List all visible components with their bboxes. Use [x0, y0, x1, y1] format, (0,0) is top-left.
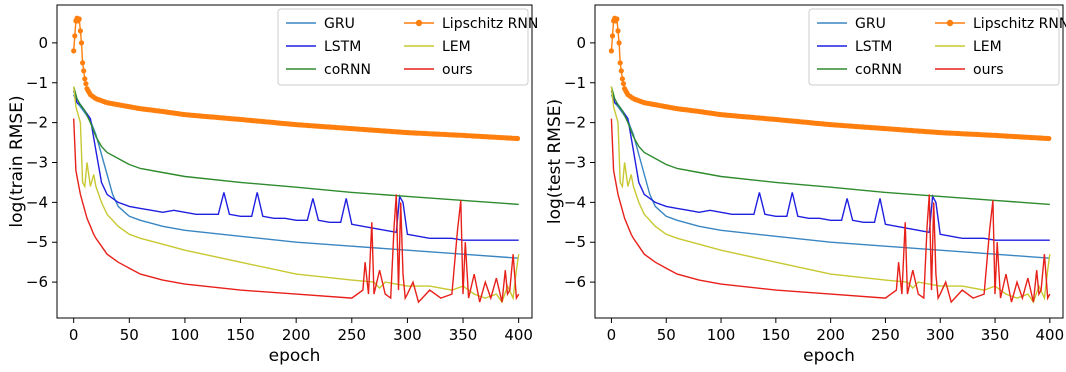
- series-point-lipschitz-rnn: [609, 33, 616, 39]
- series-point-lipschitz-rnn: [82, 76, 88, 82]
- series-line-cornn: [610, 86, 1050, 206]
- legend-label: LEM: [442, 39, 471, 55]
- series-line-ours: [73, 118, 520, 304]
- legend-label: coRNN: [324, 62, 371, 78]
- series-point-lipschitz-rnn: [619, 76, 626, 82]
- y-tick-label: −5: [564, 233, 586, 251]
- x-tick-label: 400: [1036, 326, 1065, 344]
- series-point-lipschitz-rnn: [80, 60, 86, 66]
- series-point-lipschitz-rnn: [1046, 135, 1052, 142]
- legend-label: Lipschitz RNN: [442, 16, 538, 32]
- x-tick-label: 250: [337, 326, 366, 344]
- legend-label: coRNN: [855, 62, 902, 78]
- y-tick-label: −1: [26, 74, 48, 92]
- series-point-lipschitz-rnn: [77, 28, 83, 34]
- series-point-lipschitz-rnn: [81, 68, 87, 74]
- chart-panel-1: 0 50 100 150 200 250 300 350 400 −6 −5 −4 −3 −2 −1 0 epo…: [7, 4, 538, 366]
- y-tick-label: −4: [564, 193, 586, 211]
- series-line-lstm: [610, 90, 1050, 241]
- legend-box: [277, 8, 529, 86]
- series-point-lipschitz-rnn: [614, 16, 620, 22]
- x-tick-label: 150: [226, 326, 255, 344]
- legend-label: LSTM: [324, 39, 361, 55]
- series-point-lipschitz-rnn: [617, 60, 623, 66]
- legend-label: LSTM: [855, 39, 892, 55]
- y-tick-label: 0: [38, 34, 48, 52]
- series-line-ours: [610, 118, 1051, 304]
- series-point-lipschitz-rnn: [620, 81, 627, 87]
- legend-box: [808, 8, 1060, 86]
- legend-label: Lipschitz RNN: [973, 16, 1066, 32]
- series-point-lipschitz-rnn: [71, 48, 77, 54]
- series-line-lstm: [73, 90, 519, 241]
- y-tick-label: −1: [564, 74, 586, 92]
- series-point-lipschitz-rnn: [72, 33, 78, 39]
- series-line-lem: [73, 86, 520, 304]
- y-tick-label: −3: [26, 153, 48, 171]
- series-point-lipschitz-rnn: [608, 48, 615, 54]
- x-tick-label: 300: [926, 326, 955, 344]
- series-group: [608, 15, 1052, 304]
- legend-label: ours: [973, 62, 1004, 78]
- x-tick-label: 0: [69, 326, 79, 344]
- x-tick-label: 350: [449, 326, 478, 344]
- y-tick-label: −6: [564, 273, 586, 291]
- series-point-lipschitz-rnn: [76, 16, 82, 22]
- x-tick-label: 200: [816, 326, 845, 344]
- x-tick-label: 250: [871, 326, 900, 344]
- series-point-lipschitz-rnn: [616, 40, 622, 46]
- y-tick-label: −5: [26, 233, 48, 251]
- x-tick-label: 350: [981, 326, 1010, 344]
- legend-label: GRU: [324, 16, 355, 32]
- x-axis-label: epoch: [269, 346, 321, 366]
- x-tick-label: 50: [657, 326, 676, 344]
- legend-label: ours: [442, 62, 473, 78]
- series-point-lipschitz-rnn: [83, 81, 89, 87]
- y-tick-label: −3: [564, 153, 586, 171]
- x-tick-label: 0: [607, 326, 617, 344]
- x-tick-label: 100: [707, 326, 736, 344]
- chart-panel-2: 0 50 100 150 200 250 300 350 400 −6 −5 −4 −3 −2 −1 0 epo…: [545, 4, 1066, 366]
- x-tick-label: 200: [282, 326, 311, 344]
- legend-label: GRU: [855, 16, 886, 32]
- y-axis-label: log(test RMSE): [545, 99, 565, 224]
- legend-marker: [415, 19, 423, 27]
- y-tick-label: 0: [576, 34, 586, 52]
- x-axis-label: epoch: [803, 346, 855, 366]
- y-axis-label: log(train RMSE): [7, 95, 27, 227]
- series-line-lem: [610, 86, 1051, 304]
- legend: GRU LSTM coRNN Lipschitz RNN LEM ours: [808, 8, 1066, 86]
- x-tick-label: 100: [171, 326, 200, 344]
- series-group: [71, 15, 521, 304]
- series-point-lipschitz-rnn: [618, 68, 624, 74]
- series-line-cornn: [73, 86, 519, 206]
- series-point-lipschitz-rnn: [615, 28, 621, 34]
- x-tick-label: 300: [393, 326, 422, 344]
- y-tick-label: −6: [26, 273, 48, 291]
- series-point-lipschitz-rnn: [514, 135, 521, 142]
- legend-label: LEM: [973, 39, 1002, 55]
- x-tick-label: 50: [120, 326, 139, 344]
- y-tick-label: −4: [26, 193, 48, 211]
- legend: GRU LSTM coRNN Lipschitz RNN LEM ours: [277, 8, 538, 86]
- x-tick-label: 400: [504, 326, 533, 344]
- y-tick-label: −2: [26, 114, 48, 132]
- x-tick-label: 150: [762, 326, 791, 344]
- series-point-lipschitz-rnn: [78, 40, 85, 46]
- y-tick-label: −2: [564, 114, 586, 132]
- legend-marker: [946, 19, 954, 27]
